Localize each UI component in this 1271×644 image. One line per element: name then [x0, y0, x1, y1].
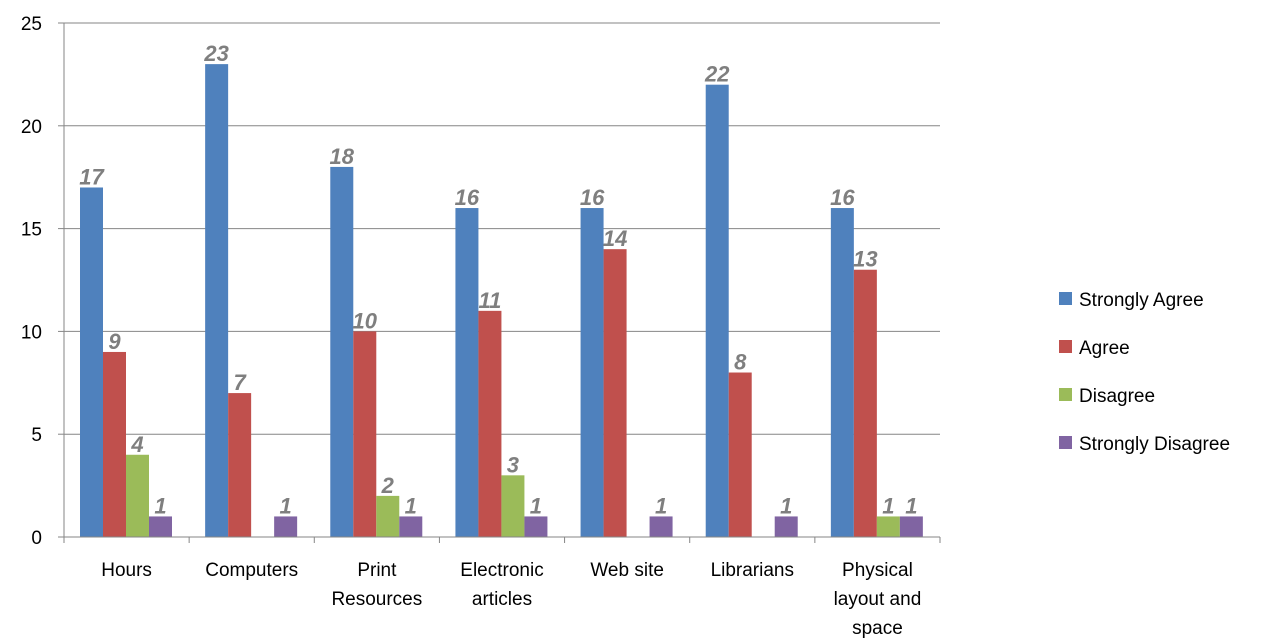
data-label: 13 — [853, 247, 877, 272]
x-tick-label: Resources — [331, 589, 422, 610]
data-label: 17 — [79, 164, 105, 189]
legend: Strongly Agree Agree Disagree Strongly Disa… — [1059, 290, 1230, 455]
y-axis: 0 5 10 15 20 25 — [21, 14, 65, 549]
bar — [774, 516, 798, 537]
x-tick-label: Computers — [205, 560, 298, 581]
y-tick-label: 10 — [21, 322, 42, 343]
bars — [80, 64, 923, 538]
bar — [126, 454, 149, 537]
data-label: 16 — [455, 185, 480, 210]
bar — [580, 208, 604, 538]
bar — [330, 166, 354, 538]
data-label: 3 — [507, 452, 519, 477]
data-label: 2 — [381, 473, 395, 498]
legend-swatch — [1059, 292, 1072, 305]
bar — [455, 208, 479, 538]
y-tick-label: 25 — [21, 14, 42, 35]
legend-swatch — [1059, 388, 1072, 401]
bar — [603, 249, 627, 537]
bar — [853, 269, 877, 537]
bar — [830, 208, 854, 538]
data-label: 1 — [780, 493, 792, 518]
x-tick-label: Print — [357, 560, 397, 581]
bar — [205, 64, 229, 538]
x-tick-label: Hours — [101, 560, 152, 581]
data-label: 14 — [603, 226, 627, 251]
data-label: 8 — [734, 350, 747, 375]
legend-swatch — [1059, 340, 1072, 353]
x-tick-label: layout and — [834, 589, 922, 610]
y-tick-label: 0 — [31, 528, 42, 549]
x-tick-label: space — [852, 618, 903, 639]
bar — [399, 516, 423, 537]
data-label: 1 — [655, 493, 667, 518]
data-label: 1 — [154, 493, 166, 518]
data-label: 18 — [330, 144, 355, 169]
bar — [353, 331, 377, 537]
data-label: 1 — [530, 493, 542, 518]
gridlines — [64, 22, 940, 435]
bar — [899, 516, 923, 537]
legend-swatch — [1059, 436, 1072, 449]
x-tick-label: Librarians — [711, 560, 794, 581]
bar — [501, 475, 525, 537]
legend-label: Disagree — [1079, 386, 1155, 407]
data-label: 22 — [704, 62, 730, 87]
bar — [524, 516, 548, 537]
bar — [876, 516, 900, 537]
bar — [728, 372, 752, 537]
data-label: 11 — [479, 288, 502, 313]
x-tick-label: Web site — [590, 560, 664, 581]
data-label: 23 — [203, 41, 228, 66]
data-label: 1 — [905, 493, 917, 518]
bar — [478, 310, 502, 537]
data-label: 16 — [830, 185, 855, 210]
bar — [80, 187, 103, 538]
data-label: 7 — [234, 370, 248, 395]
data-label: 1 — [882, 493, 894, 518]
data-label: 4 — [130, 432, 143, 457]
data-label: 16 — [580, 185, 605, 210]
bar — [103, 351, 126, 537]
bar — [228, 393, 252, 537]
data-label: 10 — [353, 308, 378, 333]
legend-label: Agree — [1079, 338, 1130, 359]
bar — [274, 516, 298, 537]
x-axis: Hours Computers Print Resources Electronic ar… — [63, 536, 941, 639]
legend-label: Strongly Agree — [1079, 290, 1204, 311]
x-tick-label: Physical — [842, 560, 913, 581]
y-tick-label: 20 — [21, 117, 42, 138]
x-tick-label: articles — [472, 589, 532, 610]
bar — [149, 516, 172, 537]
x-tick-label: Electronic — [460, 560, 543, 581]
y-tick-label: 15 — [21, 220, 42, 241]
data-label: 9 — [108, 329, 121, 354]
data-label: 1 — [405, 493, 417, 518]
bar — [705, 84, 729, 538]
legend-label: Strongly Disagree — [1079, 434, 1230, 455]
data-label: 1 — [280, 493, 292, 518]
y-tick-label: 5 — [31, 425, 42, 446]
bar — [376, 495, 400, 537]
bar — [649, 516, 673, 537]
